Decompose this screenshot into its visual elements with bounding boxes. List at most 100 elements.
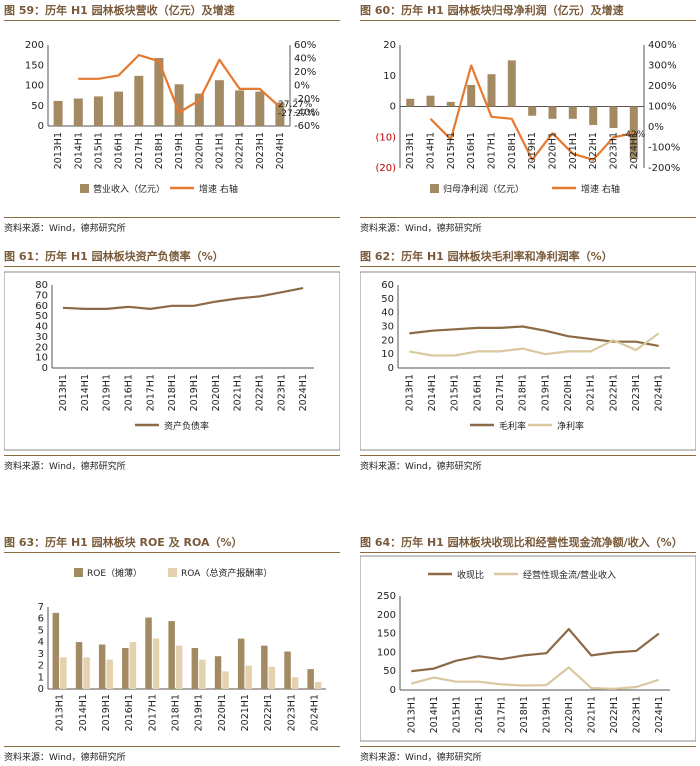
y-tick-label: 50 — [31, 101, 44, 112]
y-tick-label: 100 — [25, 81, 44, 92]
x-tick-label: 2020H1 — [548, 132, 559, 169]
x-tick-label: 2022H1 — [609, 696, 620, 733]
source-note: 资料来源：Wind，德邦研究所 — [4, 746, 340, 763]
bar — [52, 612, 60, 689]
x-tick-label: 2022H1 — [235, 132, 246, 169]
bar — [154, 58, 164, 126]
x-tick-label: 2019H1 — [102, 374, 113, 411]
legend-label: 增速 右轴 — [581, 183, 620, 195]
bar — [568, 106, 577, 119]
bar — [548, 106, 557, 119]
x-tick-label: 2021H1 — [586, 696, 597, 733]
x-tick-label: 2020H1 — [564, 696, 575, 733]
bar — [307, 669, 314, 689]
legend-swatch — [74, 568, 83, 577]
bar — [73, 98, 83, 126]
y-right-tick-label: -60% — [294, 121, 320, 132]
x-tick-label: 2023H1 — [631, 374, 642, 411]
bar — [222, 671, 229, 689]
legend-swatch — [430, 184, 439, 193]
x-tick-label: 2017H1 — [496, 696, 507, 733]
x-tick-label: 2013H1 — [53, 132, 64, 169]
y-tick-label: 2 — [38, 661, 44, 672]
y-right-tick-label: 0% — [294, 81, 310, 92]
bar — [93, 96, 103, 126]
y-tick-label: 20 — [35, 342, 48, 353]
y-tick-label: 0 — [38, 684, 44, 695]
x-tick-label: 2024H1 — [654, 696, 665, 733]
bar — [60, 657, 67, 689]
y-tick-label: (20) — [375, 163, 396, 174]
chart-svg: (20) (10) 0 10 20 -200% -100% 0% 100% 200% 300% 400… — [375, 40, 680, 195]
x-tick-label: 2013H1 — [58, 374, 69, 411]
x-tick-label: 2019H1 — [174, 132, 185, 169]
y-tick-label: 3 — [38, 649, 44, 660]
plot-frame — [4, 271, 340, 451]
x-tick-label: 2016H1 — [114, 132, 125, 169]
y-tick-label: 10 — [35, 353, 48, 364]
bar — [106, 659, 113, 689]
source-note: 资料来源：Wind，德邦研究所 — [4, 217, 340, 234]
y-tick-label: 6 — [38, 614, 44, 625]
chart-fig60: (20) (10) 0 10 20 -200% -100% 0% 100% 200% 300% 400… — [360, 18, 696, 214]
x-tick-label: 2013H1 — [404, 374, 415, 411]
x-tick-label: 2018H1 — [518, 374, 529, 411]
bar — [145, 617, 152, 689]
y-tick-label: 0 — [390, 102, 396, 113]
bar — [191, 648, 199, 689]
bar — [609, 106, 618, 128]
bar — [235, 90, 245, 126]
y-tick-label: 4 — [38, 637, 44, 648]
bar — [261, 645, 268, 689]
source-note: 资料来源：Wind，德邦研究所 — [360, 455, 696, 472]
x-tick-label: 2024H1 — [654, 374, 665, 411]
series-line — [62, 287, 304, 310]
x-tick-label: 2021H1 — [240, 694, 251, 731]
x-tick-label: 2013H1 — [55, 694, 66, 731]
bar — [291, 677, 299, 689]
series-line — [78, 54, 281, 114]
x-tick-label: 2014H1 — [80, 374, 91, 411]
bar — [134, 75, 144, 126]
x-tick-label: 2017H1 — [145, 374, 156, 411]
x-tick-label: 2024H1 — [275, 132, 286, 169]
y-tick-label: 20 — [381, 335, 394, 346]
x-tick-label: 2014H1 — [429, 696, 440, 733]
y-tick-label: 50 — [35, 311, 48, 322]
bar — [214, 80, 224, 126]
y-tick-label: 100 — [377, 647, 396, 658]
series-line — [429, 64, 635, 161]
source-note: 资料来源：Wind，德邦研究所 — [360, 746, 696, 763]
bar — [589, 106, 598, 125]
bar — [168, 621, 175, 689]
x-tick-label: 2016H1 — [124, 694, 135, 731]
legend-swatch — [168, 568, 177, 577]
y-tick-label: 60 — [35, 301, 48, 312]
chart-svg: 0 50 100 150 200 -60% -40% -20% 0% 20% 40% 60% 2013H… — [25, 40, 320, 195]
x-tick-label: 2014H1 — [78, 694, 89, 731]
y-tick-label: 30 — [35, 332, 48, 343]
legend-label: 净利率 — [557, 420, 584, 432]
x-tick-label: 2017H1 — [147, 694, 158, 731]
x-tick-label: 2019H1 — [527, 132, 538, 169]
x-tick-label: 2017H1 — [495, 374, 506, 411]
x-tick-label: 2018H1 — [167, 374, 178, 411]
y-tick-label: 0 — [42, 363, 48, 374]
y-right-tick-label: -200% — [648, 163, 680, 174]
bar — [245, 665, 252, 689]
y-right-tick-label: 60% — [294, 40, 316, 51]
bar — [129, 642, 137, 689]
y-tick-label: 0 — [390, 685, 396, 696]
x-tick-label: 2016H1 — [123, 374, 134, 411]
annotation-label: 27.27% — [278, 100, 313, 110]
y-right-tick-label: 100% — [648, 102, 677, 113]
x-tick-label: 2022H1 — [254, 374, 265, 411]
annotation-label: -27.27% — [278, 109, 316, 119]
y-tick-label: 200 — [25, 40, 44, 51]
x-tick-label: 2016H1 — [474, 696, 485, 733]
bar — [426, 95, 435, 107]
bar — [174, 84, 184, 126]
x-tick-label: 2014H1 — [426, 132, 437, 169]
x-tick-label: 2024H1 — [309, 694, 320, 731]
x-tick-label: 2023H1 — [631, 696, 642, 733]
